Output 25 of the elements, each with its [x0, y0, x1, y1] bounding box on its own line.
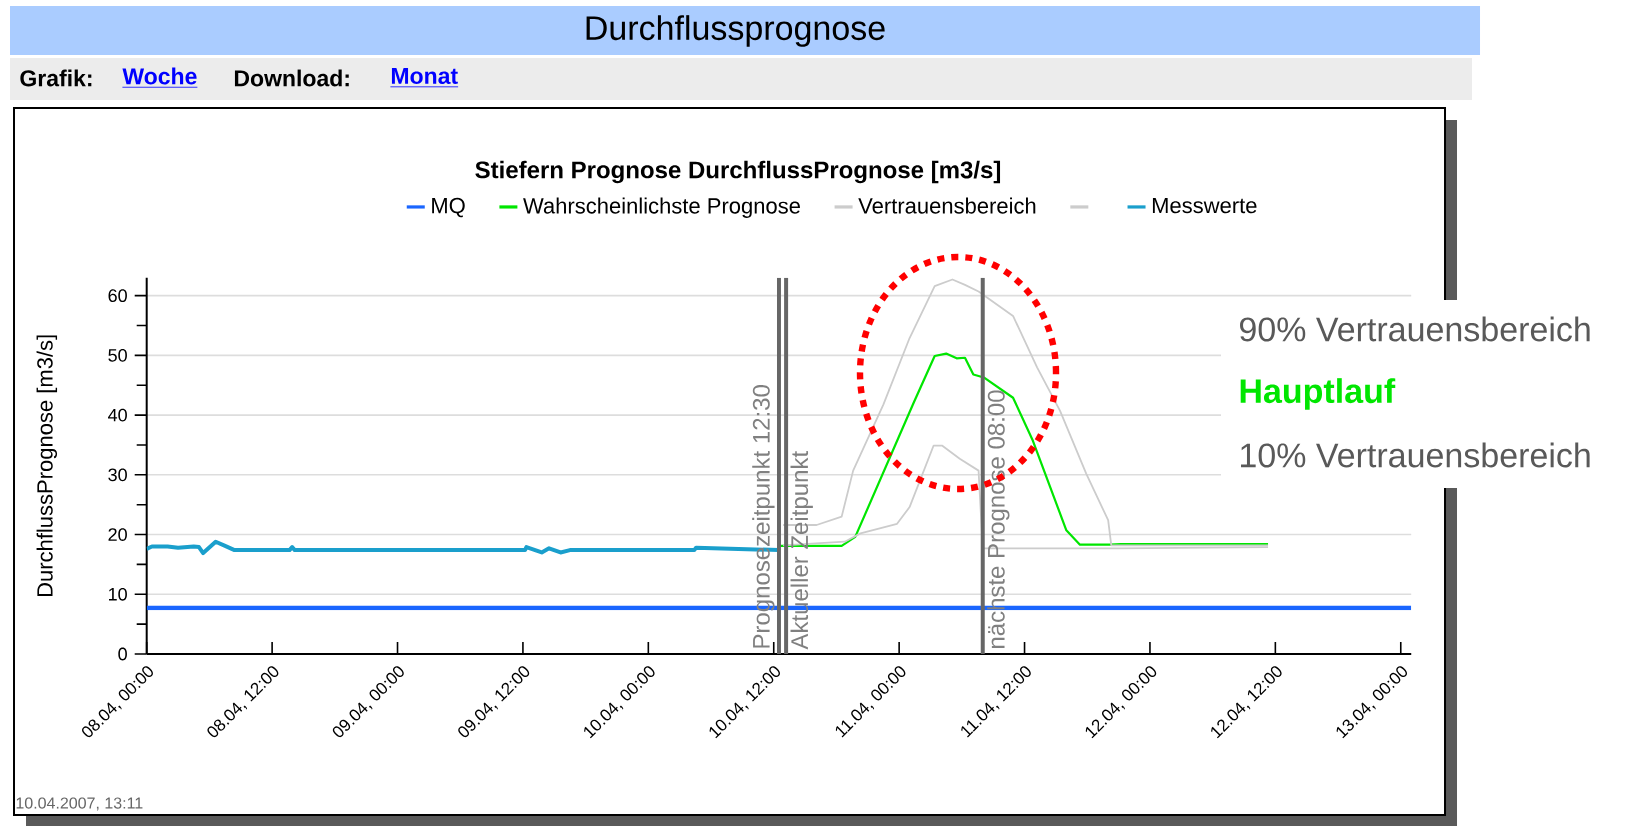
y-tick-label: 20: [108, 528, 127, 541]
legend-label: Wahrscheinlichste Prognose: [523, 197, 800, 218]
ref-line-label: Aktueller Zeitpunkt: [790, 451, 813, 650]
text: Durchflussprognose: [586, 15, 885, 47]
y-tick-label: 0: [118, 647, 127, 661]
y-tick-label: 30: [108, 468, 127, 482]
y-tick-label: 10: [109, 587, 127, 601]
text: Monat: [391, 67, 458, 85]
annotation: Hauptlauf: [1240, 378, 1396, 410]
y-axis-title: DurchflussPrognose [m3/s]: [36, 335, 58, 597]
text: Grafik:: [20, 69, 92, 87]
text: 10.04.2007, 13:11: [16, 797, 143, 811]
ref-line-label: Prognosezeitpunkt 12:30: [752, 385, 775, 648]
ref-line-label: nächste Prognose 08:00: [987, 390, 1010, 648]
annotation: 90% Vertrauensbereich: [1240, 316, 1590, 342]
y-tick-label: 50: [108, 348, 127, 362]
legend-label: MQ: [432, 197, 465, 218]
chart-title: Stiefern Prognose DurchflussPrognose [m3/s]: [475, 160, 1001, 184]
annotation: 10% Vertrauensbereich: [1241, 442, 1590, 468]
text: Download:: [234, 69, 349, 87]
legend-label: Vertrauensbereich: [858, 197, 1036, 214]
y-tick-label: 40: [108, 408, 127, 422]
y-tick-label: 60: [108, 289, 127, 303]
text: Woche: [122, 67, 197, 85]
legend-label: Messwerte: [1152, 197, 1257, 214]
